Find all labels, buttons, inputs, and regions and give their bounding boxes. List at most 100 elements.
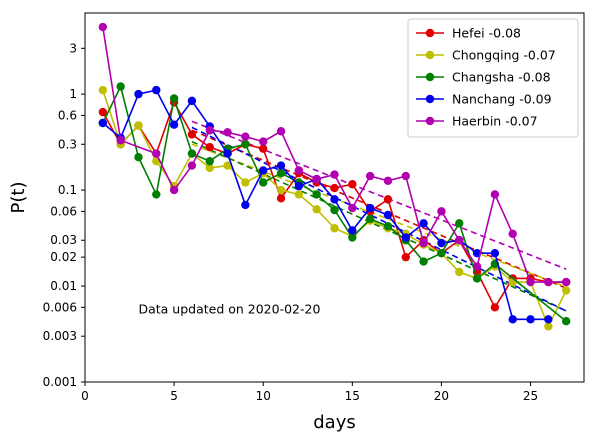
data-point <box>348 180 357 189</box>
y-tick-label: 0.03 <box>50 233 77 247</box>
data-point <box>472 262 482 271</box>
y-tick-label: 0.001 <box>43 375 77 389</box>
data-point <box>294 190 304 199</box>
data-point <box>276 194 286 203</box>
data-point <box>241 178 250 187</box>
data-point <box>187 149 197 158</box>
y-tick-label: 0.6 <box>58 108 77 122</box>
data-point <box>116 82 125 91</box>
data-point <box>330 205 339 215</box>
data-point <box>419 219 428 228</box>
data-point <box>437 238 446 248</box>
data-point <box>490 248 500 258</box>
legend: Hefei -0.08 Chongqing -0.07 Changsha -0.08… <box>407 18 579 138</box>
data-point <box>134 153 143 162</box>
data-point <box>383 222 393 231</box>
data-point <box>223 149 232 158</box>
y-tick-label: 0.006 <box>43 300 77 314</box>
data-point <box>169 185 179 195</box>
x-tick-label: 25 <box>523 389 538 403</box>
data-updated-annotation: Data updated on 2020-02-20 <box>138 301 320 316</box>
fit-line <box>191 140 567 312</box>
legend-entry: Changsha -0.08 <box>452 70 551 85</box>
data-point <box>312 190 321 199</box>
data-point <box>526 315 535 324</box>
data-point <box>205 156 214 166</box>
legend-swatch-marker <box>425 94 435 104</box>
data-point <box>383 210 393 220</box>
data-point <box>472 274 482 283</box>
data-point <box>312 174 321 184</box>
x-tick-label: 15 <box>345 389 360 403</box>
data-point <box>152 149 161 158</box>
data-point <box>383 176 393 185</box>
data-point <box>259 166 268 175</box>
data-point <box>508 229 517 239</box>
data-point <box>544 322 553 331</box>
legend-swatch-marker <box>425 50 435 60</box>
y-tick-label: 0.06 <box>50 204 77 218</box>
data-point <box>205 126 214 135</box>
data-point <box>544 277 553 287</box>
data-point <box>330 224 339 233</box>
legend-swatch-marker <box>425 72 435 82</box>
data-point <box>276 185 286 195</box>
data-point <box>365 203 375 213</box>
data-point <box>455 267 464 277</box>
data-point <box>134 89 143 99</box>
data-point <box>116 136 125 145</box>
data-point <box>169 120 179 129</box>
data-point <box>401 233 410 242</box>
fit-line <box>191 120 567 270</box>
y-tick-label: 0.003 <box>43 329 77 343</box>
y-tick-label: 3 <box>69 41 77 55</box>
plot-frame <box>84 12 585 383</box>
data-point <box>508 315 517 324</box>
data-point <box>561 317 571 326</box>
data-point <box>259 137 268 146</box>
data-point <box>294 181 304 191</box>
data-point <box>330 183 339 193</box>
data-point <box>187 161 197 170</box>
x-axis-label: days <box>313 412 356 433</box>
data-point <box>152 85 161 95</box>
y-axis-label: P(t) <box>8 182 29 214</box>
data-point <box>187 130 197 139</box>
data-point <box>561 277 571 287</box>
data-point <box>241 132 250 141</box>
y-tick-label: 0.3 <box>58 137 77 151</box>
x-axis: 0 5 10 15 20 25 <box>81 382 538 403</box>
data-point <box>205 163 214 173</box>
y-tick-label: 1 <box>69 87 77 101</box>
data-point <box>419 257 428 266</box>
data-point <box>276 168 286 178</box>
data-point <box>383 195 393 204</box>
data-point <box>223 161 232 170</box>
data-point <box>455 236 464 245</box>
data-point <box>98 22 108 32</box>
data-point <box>205 142 214 152</box>
data-point <box>365 214 375 224</box>
data-point <box>526 277 535 287</box>
y-tick-label: 0.01 <box>50 279 77 293</box>
series-line <box>102 84 567 322</box>
legend-box <box>407 18 579 138</box>
data-point <box>259 178 268 187</box>
fit-line <box>191 143 567 288</box>
data-point <box>401 252 410 262</box>
data-point <box>312 205 321 214</box>
data-point <box>241 140 250 149</box>
data-point <box>276 127 286 136</box>
legend-swatch-marker <box>425 116 435 126</box>
data-point <box>330 170 339 179</box>
data-point <box>187 96 197 106</box>
data-point <box>276 161 286 170</box>
y-axis: 0.001 0.003 0.006 0.01 0.02 0.03 0.06 0.1 0.3 0.6… <box>43 41 85 389</box>
series-line <box>102 26 567 283</box>
data-point <box>544 315 553 324</box>
data-point <box>259 144 268 153</box>
data-point <box>561 286 571 295</box>
data-point <box>455 219 464 228</box>
x-tick-label: 20 <box>434 389 449 403</box>
